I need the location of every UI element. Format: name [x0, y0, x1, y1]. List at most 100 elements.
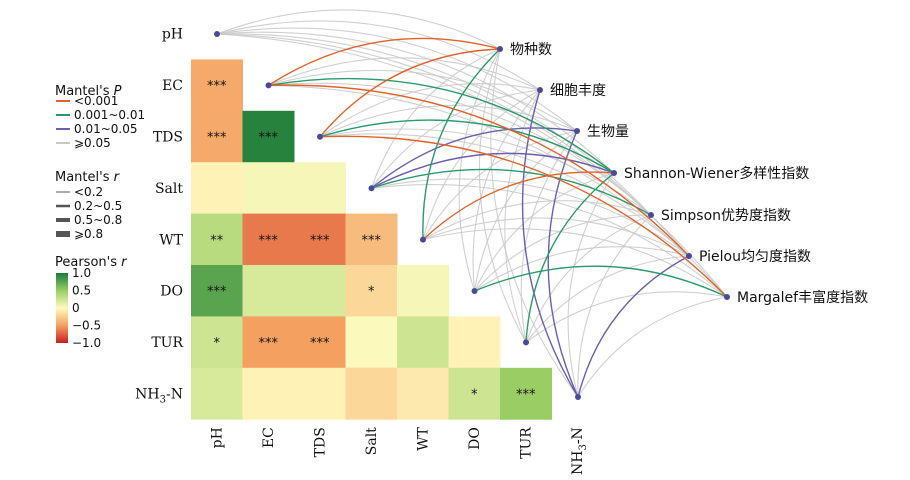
mantel-link — [525, 214, 652, 343]
row-labels: pH EC TDS Salt WT DO TUR NH3-N — [135, 27, 183, 406]
row-label: NH3-N — [135, 387, 183, 406]
link-node — [648, 212, 654, 218]
link-nodes — [214, 31, 730, 400]
row-label: TDS — [153, 130, 183, 146]
legend-pearson-title: Pearson's r — [55, 255, 128, 270]
pearson-tick-label: 1.0 — [72, 266, 91, 280]
mantel-link — [422, 171, 615, 241]
link-node — [724, 294, 730, 300]
column-label: Salt — [364, 427, 380, 455]
pearson-tick-label: −0.5 — [72, 319, 101, 333]
mantel-link — [525, 255, 690, 343]
significance-label: *** — [259, 131, 279, 146]
target-label: 物种数 — [510, 42, 552, 58]
mantel-link — [319, 105, 578, 138]
column-label: pH — [210, 427, 226, 448]
pearson-tick-label: −1.0 — [72, 336, 101, 350]
heatmap-cell — [242, 213, 295, 266]
mantel-link — [577, 255, 690, 398]
row-label: WT — [159, 232, 183, 248]
link-node — [497, 46, 503, 52]
significance-label: *** — [362, 233, 382, 248]
link-node — [537, 87, 543, 93]
pearson-tick-label: 0 — [72, 301, 80, 315]
mantel-link — [577, 214, 652, 398]
row-label: pH — [162, 27, 183, 43]
heatmap-cell — [500, 367, 552, 420]
link-node — [214, 31, 220, 37]
heatmap-cell — [397, 265, 449, 317]
legend-mantel-p: Mantel's P <0.0010.001~0.010.01~0.05⩾0.0… — [55, 84, 145, 150]
heatmap-cell — [191, 213, 243, 266]
link-node — [686, 253, 692, 259]
link-node — [471, 288, 478, 294]
pearson-colorbar — [56, 273, 68, 343]
legend-p-label: 0.01~0.05 — [74, 122, 138, 136]
legend-r-label: 0.2~0.5 — [74, 199, 122, 213]
mantel-link — [547, 130, 579, 398]
row-label: Salt — [155, 181, 183, 197]
mantel-link — [319, 135, 728, 298]
heatmap-cell — [242, 110, 295, 163]
heatmap-cell — [294, 316, 346, 369]
mantel-link — [268, 84, 690, 257]
heatmap-cell — [294, 162, 346, 215]
mantel-link — [473, 130, 578, 292]
column-label: EC — [261, 427, 277, 448]
heatmap-cell — [345, 316, 398, 369]
heatmap-cell — [345, 367, 398, 420]
mantel-links — [216, 9, 728, 398]
legend-p-label: ⩾0.05 — [74, 136, 111, 150]
mantel-link — [422, 228, 728, 298]
heatmap-cell — [191, 367, 243, 420]
mantel-link — [268, 57, 541, 91]
mantel-link — [216, 33, 652, 216]
significance-label: *** — [207, 131, 227, 146]
mantel-link — [577, 296, 728, 398]
mantel-link — [371, 168, 652, 216]
mantel-link — [422, 130, 578, 240]
mantel-link — [474, 265, 728, 298]
significance-label: * — [471, 388, 478, 403]
significance-label: * — [368, 285, 375, 300]
heatmap-cell — [191, 110, 243, 163]
heatmap-cell — [242, 316, 295, 369]
mantel-link — [216, 20, 541, 91]
heatmap-cell — [242, 367, 295, 420]
significance-label: *** — [259, 336, 279, 351]
legend-r-label: ⩾0.8 — [74, 227, 103, 241]
mantel-link — [319, 119, 615, 174]
legend-r-title: Mantel's r — [55, 170, 121, 185]
heatmap-cell — [345, 213, 398, 266]
mantel-link — [371, 184, 728, 298]
mantel-link — [422, 89, 541, 240]
significance-label: * — [214, 336, 221, 351]
heatmap-cell — [242, 265, 295, 317]
heatmap-cell — [397, 316, 449, 369]
heatmap-cell — [294, 367, 346, 420]
column-label: NH3-N — [570, 427, 589, 475]
mantel-link — [319, 83, 541, 138]
legend-p-label: 0.001~0.01 — [74, 108, 145, 122]
significance-label: *** — [207, 285, 227, 300]
row-label: DO — [160, 284, 183, 300]
heatmap-cell — [448, 367, 501, 420]
link-node — [575, 394, 581, 400]
column-label: DO — [467, 427, 483, 450]
row-label: EC — [162, 78, 183, 94]
heatmap-cell — [448, 316, 501, 369]
link-node — [317, 133, 323, 140]
heatmap-cell — [397, 367, 449, 420]
significance-label: *** — [259, 233, 279, 248]
column-label: TDS — [313, 427, 329, 457]
mantel-link — [216, 9, 501, 50]
legend-p-label: <0.001 — [74, 94, 118, 108]
column-label: TUR — [519, 427, 535, 459]
link-node — [523, 339, 529, 346]
pearson-heatmap: ****** ***** *** *** ****** ** *** **** *** — [191, 59, 552, 420]
mantel-link — [525, 291, 728, 343]
legend-r-label: 0.5~0.8 — [74, 213, 122, 227]
mantel-link — [422, 217, 690, 257]
link-node — [420, 236, 426, 243]
